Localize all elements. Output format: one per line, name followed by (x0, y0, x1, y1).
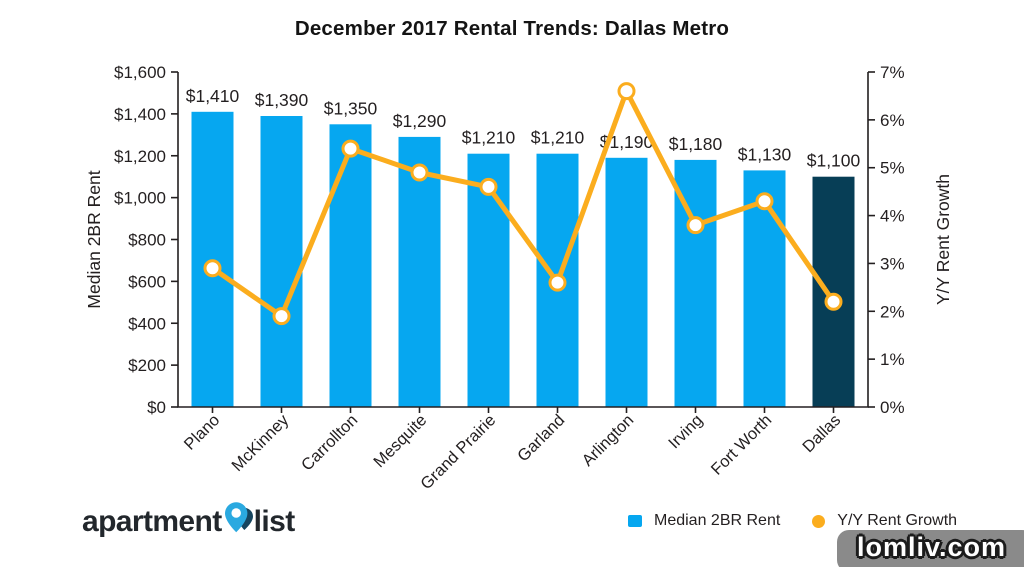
growth-marker-arlington (617, 82, 636, 101)
growth-line-series (203, 82, 843, 326)
growth-marker-mesquite (410, 163, 429, 182)
left-tick-label: $400 (128, 314, 166, 333)
bar-value-arlington: $1,190 (600, 132, 654, 152)
left-tick-label: $1,200 (114, 147, 166, 166)
category-label-garland: Garland (514, 411, 568, 465)
left-tick-label: $1,400 (114, 105, 166, 124)
legend-item-median-rent: Median 2BR Rent (628, 512, 780, 530)
category-label-plano: Plano (181, 411, 224, 454)
right-tick-label: 1% (880, 350, 905, 369)
left-tick-label: $600 (128, 272, 166, 291)
growth-marker-irving (686, 216, 705, 235)
left-tick-label: $1,600 (114, 63, 166, 82)
right-tick-label: 0% (880, 398, 905, 417)
growth-marker-dallas (824, 292, 843, 311)
right-tick-label: 4% (880, 207, 905, 226)
category-label-mesquite: Mesquite (370, 411, 430, 471)
legend-label-rent-growth: Y/Y Rent Growth (837, 512, 958, 529)
watermark-badge: lomliv.com (836, 530, 1024, 567)
left-tick-label: $0 (147, 398, 166, 417)
legend: Median 2BR Rent Y/Y Rent Growth (628, 512, 957, 530)
bar-value-grand-prairie: $1,210 (462, 128, 516, 148)
bar-value-dallas: $1,100 (807, 151, 861, 171)
category-label-carrollton: Carrollton (298, 411, 361, 474)
right-tick-label: 7% (880, 63, 905, 82)
bar-value-garland: $1,210 (531, 128, 585, 148)
bar-arlington (605, 157, 648, 407)
map-pin-icon (224, 502, 253, 533)
bar-grand-prairie (467, 153, 510, 407)
bar-value-irving: $1,180 (669, 134, 723, 154)
right-tick-label: 3% (880, 254, 905, 273)
legend-line-swatch (812, 514, 826, 528)
category-label-dallas: Dallas (799, 411, 844, 456)
legend-label-median-rent: Median 2BR Rent (654, 512, 781, 529)
logo-text-apartment: apartment (82, 505, 222, 538)
bar-mesquite (398, 136, 441, 407)
bar-value-mckinney: $1,390 (255, 90, 309, 110)
left-tick-label: $1,000 (114, 189, 166, 208)
right-tick-label: 2% (880, 302, 905, 321)
logo-text-list: list (253, 505, 296, 538)
right-tick-label: 6% (880, 111, 905, 130)
growth-marker-carrollton (341, 139, 360, 158)
legend-bar-swatch (628, 515, 642, 527)
bar-value-labels: $1,410 $1,390 $1,350 $1,290 $1,210 $1,210 $1,1… (186, 86, 861, 171)
right-tick-label: 5% (880, 159, 905, 178)
category-label-fort-worth: Fort Worth (708, 411, 776, 479)
chart-title: December 2017 Rental Trends: Dallas Metr… (294, 17, 730, 40)
legend-item-rent-growth: Y/Y Rent Growth (812, 512, 957, 530)
bar-mckinney (260, 116, 303, 407)
bar-value-mesquite: $1,290 (393, 111, 447, 131)
bar-value-carrollton: $1,350 (324, 98, 378, 118)
left-tick-label: $800 (128, 231, 166, 250)
growth-marker-garland (548, 273, 567, 292)
left-tick-label: $200 (128, 356, 166, 375)
bar-value-fort-worth: $1,130 (738, 144, 792, 164)
bar-value-plano: $1,410 (186, 86, 240, 106)
apartment-list-logo: apartment list (82, 501, 295, 539)
category-label-arlington: Arlington (579, 411, 638, 470)
category-label-irving: Irving (665, 411, 706, 452)
growth-marker-grand-prairie (479, 177, 498, 196)
bar-dallas (812, 176, 855, 407)
growth-marker-mckinney (272, 307, 291, 326)
growth-marker-plano (203, 259, 222, 278)
right-axis-title: Y/Y Rent Growth (933, 174, 953, 305)
growth-marker-fort-worth (755, 192, 774, 211)
bar-carrollton (329, 124, 372, 408)
left-axis-title: Median 2BR Rent (84, 170, 104, 308)
growth-line (210, 88, 836, 319)
category-label-mckinney: McKinney (228, 411, 292, 475)
